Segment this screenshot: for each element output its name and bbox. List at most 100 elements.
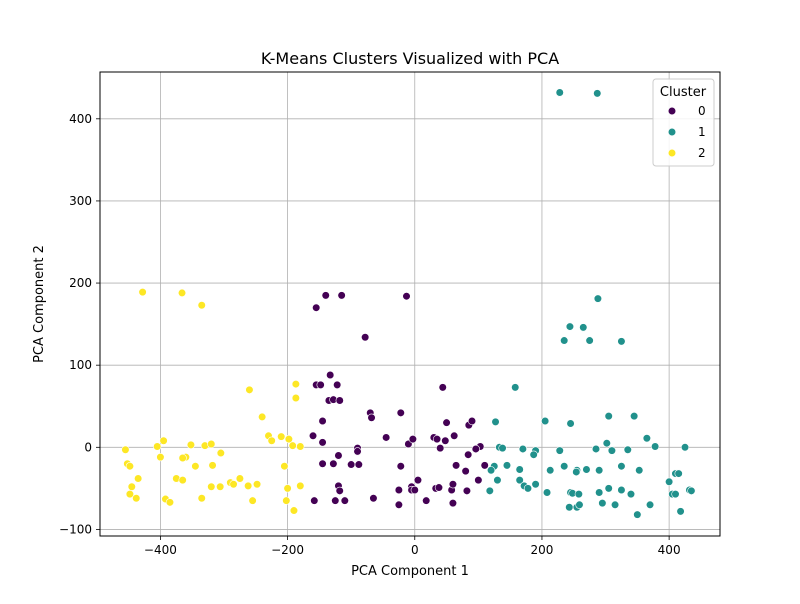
scatter-point-cluster-1	[485, 486, 494, 495]
scatter-point-cluster-1	[604, 484, 613, 493]
scatter-point-cluster-2	[159, 436, 168, 445]
scatter-point-cluster-1	[617, 462, 626, 471]
scatter-point-cluster-2	[245, 385, 254, 394]
scatter-point-cluster-2	[197, 494, 206, 503]
legend-label-0: 0	[698, 104, 706, 118]
scatter-point-cluster-1	[591, 444, 601, 454]
legend-label-2: 2	[698, 146, 706, 160]
scatter-point-cluster-0	[464, 450, 473, 459]
y-tick-label: 400	[69, 112, 92, 126]
scatter-point-cluster-1	[542, 488, 552, 497]
scatter-point-cluster-0	[361, 333, 370, 342]
legend-title: Cluster	[660, 85, 707, 100]
scatter-point-cluster-0	[436, 444, 445, 453]
legend-marker-1	[667, 127, 677, 137]
scatter-point-cluster-2	[248, 496, 257, 505]
scatter-point-cluster-2	[125, 490, 134, 499]
scatter-point-cluster-2	[277, 432, 286, 441]
scatter-point-cluster-2	[282, 496, 291, 505]
grid	[100, 72, 720, 536]
scatter-point-cluster-1	[529, 450, 538, 459]
scatter-point-cluster-1	[582, 465, 591, 474]
scatter-point-cluster-0	[396, 462, 405, 471]
scatter-point-cluster-0	[326, 370, 335, 380]
y-tick-label: 200	[69, 276, 92, 290]
scatter-point-cluster-0	[422, 496, 431, 505]
scatter-point-cluster-2	[121, 445, 130, 454]
scatter-point-cluster-1	[645, 500, 655, 509]
scatter-point-cluster-0	[434, 483, 444, 492]
scatter-point-cluster-1	[635, 466, 644, 475]
scatter-point-cluster-1	[486, 466, 496, 475]
scatter-point-cluster-1	[626, 490, 636, 499]
scatter-point-cluster-1	[523, 484, 533, 493]
scatter-point-cluster-0	[462, 486, 472, 495]
scatter-point-cluster-0	[452, 461, 461, 470]
scatter-point-cluster-1	[498, 444, 507, 453]
scatter-point-cluster-0	[467, 416, 477, 426]
scatter-point-cluster-1	[502, 461, 512, 470]
scatter-point-cluster-1	[671, 490, 680, 499]
scatter-point-cluster-0	[353, 447, 362, 456]
x-tick-label: −400	[144, 543, 177, 557]
scatter-point-cluster-1	[651, 442, 660, 451]
scatter-point-cluster-2	[284, 434, 293, 444]
scatter-point-cluster-2	[125, 462, 134, 471]
scatter-point-cluster-0	[480, 461, 489, 470]
scatter-point-cluster-1	[572, 467, 581, 477]
legend-box	[652, 78, 715, 167]
scatter-point-cluster-1	[617, 337, 626, 346]
scatter-point-cluster-1	[555, 88, 564, 97]
scatter-point-cluster-1	[575, 500, 584, 509]
scatter-point-cluster-2	[191, 462, 200, 471]
scatter-point-cluster-1	[623, 445, 632, 454]
chart-title: K-Means Clusters Visualized with PCA	[261, 49, 559, 68]
scatter-point-cluster-1	[604, 411, 613, 421]
scatter-point-cluster-2	[138, 287, 147, 297]
scatter-point-cluster-0	[369, 494, 378, 503]
scatter-point-cluster-0	[394, 485, 403, 495]
scatter-point-cluster-1	[595, 488, 604, 497]
scatter-point-cluster-2	[288, 441, 297, 450]
scatter-point-cluster-1	[617, 485, 626, 495]
scatter-point-cluster-1	[585, 336, 594, 345]
scatter-point-cluster-0	[448, 480, 458, 489]
scatter-point-cluster-2	[156, 453, 165, 462]
scatter-point-cluster-2	[280, 462, 289, 471]
scatter-point-cluster-1	[518, 444, 527, 454]
scatter-point-cluster-1	[665, 477, 674, 486]
scatter-point-cluster-0	[382, 433, 391, 442]
scatter-point-cluster-0	[394, 500, 403, 509]
scatter-point-cluster-0	[438, 383, 447, 392]
scatter-point-cluster-2	[216, 448, 225, 458]
scatter-point-cluster-0	[331, 496, 340, 505]
scatter-point-cluster-1	[593, 89, 602, 98]
scatter-point-cluster-0	[354, 460, 363, 469]
scatter-point-cluster-1	[515, 476, 524, 485]
legend: Cluster 0 1 2	[652, 78, 715, 167]
scatter-point-cluster-0	[441, 436, 450, 445]
scatter-point-cluster-0	[308, 431, 318, 440]
scatter-point-cluster-0	[340, 496, 349, 505]
x-axis-label: PCA Component 1	[351, 564, 469, 579]
legend-marker-0	[667, 106, 677, 116]
y-axis-label: PCA Component 2	[32, 245, 47, 363]
scatter-point-cluster-2	[134, 474, 143, 483]
y-tick-label: 0	[84, 440, 92, 454]
scatter-point-cluster-1	[593, 294, 603, 303]
scatter-point-cluster-2	[207, 482, 216, 491]
scatter-point-cluster-0	[329, 459, 338, 468]
scatter-point-cluster-1	[630, 411, 639, 421]
scatter-point-cluster-0	[335, 396, 344, 405]
x-tick-label: −200	[271, 543, 304, 557]
scatter-point-cluster-0	[432, 434, 442, 444]
scatter-point-cluster-1	[610, 500, 620, 509]
scatter-point-cluster-2	[291, 393, 300, 403]
scatter-point-cluster-2	[235, 474, 244, 483]
scatter-point-cluster-1	[642, 434, 651, 443]
scatter-point-cluster-2	[208, 461, 217, 470]
scatter-point-cluster-2	[252, 480, 262, 489]
scatter-point-cluster-0	[321, 291, 330, 300]
legend-items: 0 1 2	[667, 104, 706, 160]
